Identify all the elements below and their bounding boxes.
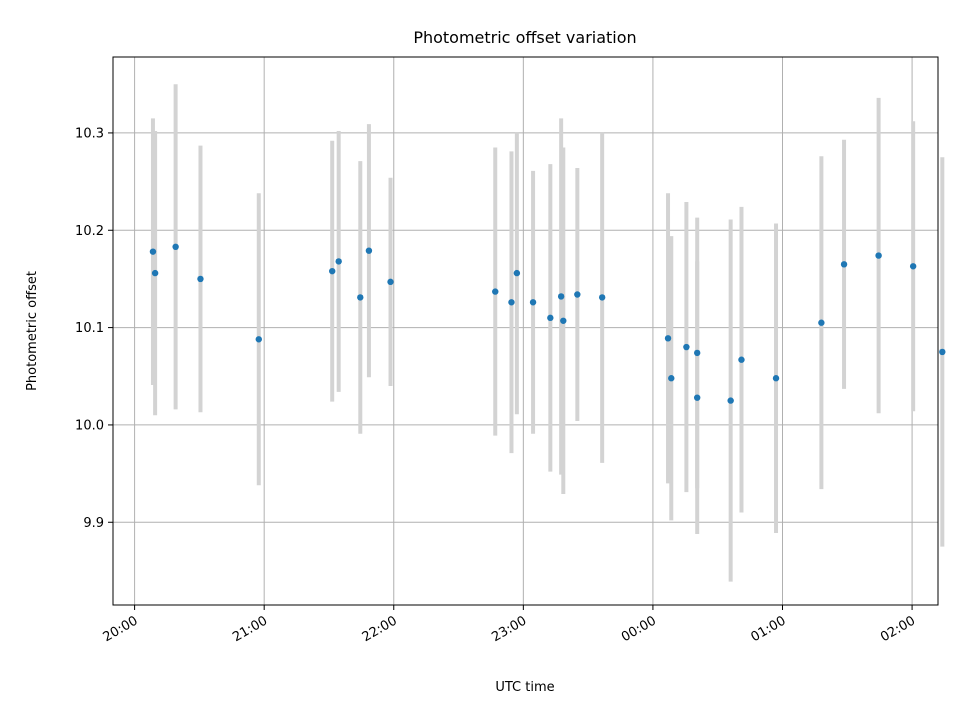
data-point xyxy=(875,252,882,259)
data-point xyxy=(693,394,701,401)
plot-frame xyxy=(112,56,939,606)
data-point xyxy=(197,275,204,283)
data-point xyxy=(151,269,159,277)
data-point xyxy=(172,243,179,251)
data-point xyxy=(668,375,675,382)
data-point xyxy=(547,314,554,322)
data-point xyxy=(529,299,537,306)
y-tick-label: 10.1 xyxy=(75,321,104,336)
data-point xyxy=(335,258,342,265)
data-point xyxy=(738,356,745,363)
data-point xyxy=(772,375,780,382)
data-point xyxy=(840,261,848,268)
data-point xyxy=(387,278,394,286)
data-point xyxy=(365,247,373,254)
data-point xyxy=(693,349,701,357)
y-axis-ticks: 9.9 10.0 10.1 10.2 10.3 xyxy=(75,126,113,531)
y-tick-label: 10.2 xyxy=(75,224,104,239)
data-point xyxy=(357,294,364,301)
data-point xyxy=(329,267,336,275)
data-points xyxy=(149,243,946,404)
data-point xyxy=(560,317,567,324)
data-point xyxy=(492,288,499,295)
data-point xyxy=(727,397,734,404)
data-point xyxy=(557,293,565,300)
data-point xyxy=(664,335,672,342)
chart-title: Photometric offset variation xyxy=(413,28,636,47)
data-point xyxy=(598,294,606,301)
y-tick-label: 9.9 xyxy=(83,516,104,531)
data-point xyxy=(909,263,917,270)
grid xyxy=(113,57,938,605)
x-axis-label: UTC time xyxy=(495,680,554,695)
data-point xyxy=(149,248,157,255)
data-point xyxy=(508,299,515,306)
y-axis-label: Photometric offset xyxy=(25,271,40,391)
data-point xyxy=(939,348,946,356)
y-tick-label: 10.3 xyxy=(75,126,104,141)
data-point xyxy=(513,269,521,277)
y-tick-label: 10.0 xyxy=(75,418,104,433)
data-point xyxy=(574,291,581,298)
data-point xyxy=(818,319,825,326)
data-point xyxy=(683,343,690,351)
data-point xyxy=(255,336,262,343)
